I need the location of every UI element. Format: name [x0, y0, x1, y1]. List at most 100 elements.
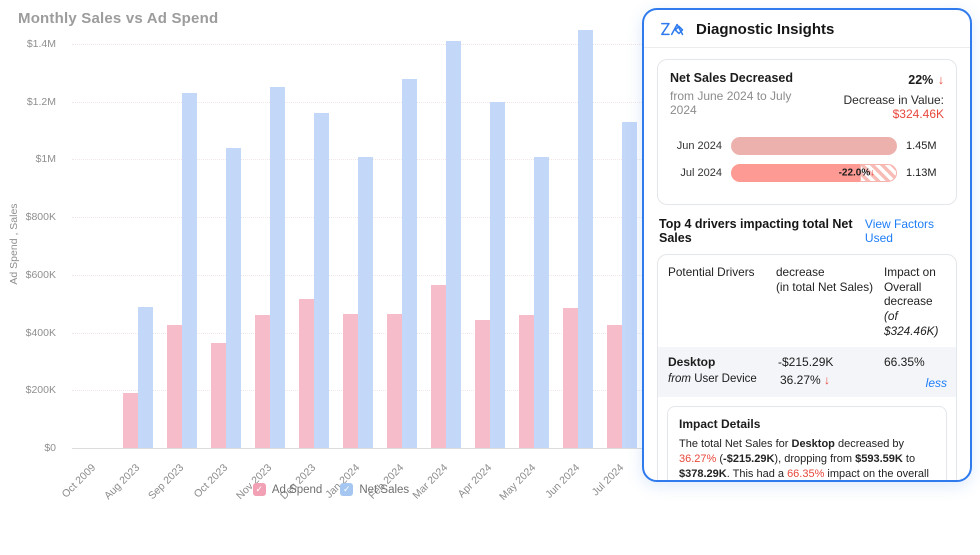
net-sales-bar[interactable] [446, 41, 461, 448]
col-impact: Impact on Overall decrease (of $324.46K) [884, 265, 939, 338]
summary-headline: Net Sales Decreased [670, 71, 793, 85]
y-tick-label: $600K [25, 268, 56, 281]
ad-spend-bar[interactable] [431, 284, 446, 448]
panel-body: Net Sales Decreased from June 2024 to Ju… [644, 48, 970, 481]
bar-group [556, 29, 600, 448]
ad-spend-bar[interactable] [563, 308, 578, 448]
net-sales-bar[interactable] [490, 101, 505, 448]
x-tick-label: May 2024 [497, 461, 539, 503]
driver-row-desktop[interactable]: Desktop from User Device -$215.29K 36.27… [658, 346, 956, 397]
ad-spend-bar[interactable] [343, 313, 358, 448]
net-sales-bar[interactable] [138, 306, 153, 448]
driver-impact-pct: 66.35% [884, 354, 925, 369]
net-sales-bar[interactable] [270, 87, 285, 448]
view-factors-link[interactable]: View Factors Used [864, 217, 935, 245]
impact-details-title: Impact Details [679, 416, 761, 431]
drivers-card: Potential Drivers decrease (in total Net… [657, 254, 957, 481]
month-label: Jun 2024 [676, 140, 722, 152]
y-tick-label: $400K [25, 326, 56, 339]
net-sales-bar[interactable] [534, 156, 549, 448]
bar-group [336, 156, 380, 448]
x-tick-label: Oct 2023 [191, 461, 231, 501]
decrease-value-label: Decrease in Value: [843, 93, 945, 107]
panel-title: Diagnostic Insights [696, 20, 835, 38]
ad-spend-bar[interactable] [475, 319, 490, 448]
driver-decrease-value: -$215.29K [778, 354, 834, 369]
ad-spend-bar[interactable] [299, 299, 314, 448]
decrease-value: $324.46K [892, 107, 944, 121]
x-tick-label: Jul 2024 [589, 461, 627, 499]
net-sales-bar[interactable] [402, 78, 417, 448]
x-tick-label: Oct 2009 [59, 461, 99, 501]
driver-dimension: User Device [694, 372, 757, 385]
y-tick-label: $0 [44, 442, 56, 454]
net-sales-bar[interactable] [226, 147, 241, 448]
y-tick-label: $1.2M [26, 95, 56, 108]
bar-group [116, 306, 160, 448]
col-decrease-line1: decrease [776, 265, 825, 279]
less-link[interactable]: less [925, 375, 947, 390]
x-tick-label: Sep 2023 [145, 461, 187, 503]
legend-label-adspend: Ad Spend [271, 483, 323, 496]
net-sales-bar[interactable] [622, 121, 637, 448]
bar-group [160, 93, 204, 448]
legend-item-adspend[interactable]: ✓ Ad Spend [252, 483, 323, 496]
bar-group [512, 156, 556, 448]
ad-spend-bar[interactable] [167, 325, 182, 448]
x-tick-label: Jan 2024 [323, 461, 363, 501]
net-sales-bar[interactable] [578, 29, 593, 448]
diagnostic-insights-panel: Diagnostic Insights Net Sales Decreased … [642, 8, 972, 482]
month-bar: -22.0%↓ [731, 164, 897, 182]
y-tick-label: $1.4M [26, 38, 56, 50]
impact-details-text: The total Net Sales for Desktop decrease… [679, 437, 929, 481]
chart-legend: ✓ Ad Spend ✓ Net Sales [0, 483, 662, 496]
driver-name: Desktop [668, 354, 716, 369]
x-tick-label: Aug 2023 [101, 461, 143, 503]
x-tick-label: Nov 2023 [233, 461, 275, 503]
driver-from-word: from [668, 372, 691, 385]
y-tick-label: $200K [25, 384, 56, 397]
bar-group [292, 113, 336, 448]
comparison-bar-row: Jun 2024 1.45M [670, 137, 944, 155]
netsales-checkbox-icon[interactable]: ✓ [340, 483, 354, 496]
legend-item-netsales[interactable]: ✓ Net Sales [340, 483, 409, 496]
gridline [72, 101, 644, 103]
impact-details-card: Impact Details The total Net Sales for D… [667, 405, 947, 481]
x-tick-label: Dec 2023 [277, 461, 319, 503]
down-arrow-icon: ↓ [824, 372, 831, 387]
ad-spend-bar[interactable] [607, 325, 622, 448]
y-axis-ticks: $0 $200K $400K $600K $800K $1M $1.2M $1.4M [0, 38, 64, 454]
ad-spend-bar[interactable] [255, 315, 270, 448]
comparison-bar-row: Jul 2024 -22.0%↓ 1.13M [670, 164, 944, 182]
bar-group [468, 101, 512, 448]
x-tick-label: Feb 2024 [366, 461, 407, 502]
plot-area [72, 29, 644, 449]
col-decrease-line2: (in total Net Sales) [776, 279, 874, 294]
delta-percent-label: -22.0%↓ [838, 167, 875, 179]
bar-solid-fill [731, 164, 861, 182]
bars-container [72, 29, 644, 448]
net-sales-bar[interactable] [358, 156, 373, 448]
month-value: 1.45M [906, 140, 937, 152]
x-tick-label: Mar 2024 [410, 461, 451, 502]
month-value: 1.13M [906, 167, 937, 179]
bar-solid-fill [731, 137, 897, 155]
ad-spend-bar[interactable] [519, 315, 534, 448]
adspend-checkbox-icon[interactable]: ✓ [252, 483, 266, 496]
decrease-percent: 22% [908, 73, 934, 87]
net-sales-bar[interactable] [314, 113, 329, 448]
net-sales-bar[interactable] [182, 93, 197, 448]
month-label: Jul 2024 [680, 167, 722, 179]
y-tick-label: $1M [35, 153, 56, 166]
ad-spend-bar[interactable] [211, 342, 226, 448]
net-sales-summary-card: Net Sales Decreased from June 2024 to Ju… [657, 59, 957, 205]
down-arrow-icon: ↓ [937, 73, 944, 87]
ad-spend-bar[interactable] [387, 313, 402, 448]
gridline [72, 44, 644, 45]
bar-group [600, 121, 644, 448]
ad-spend-bar[interactable] [123, 393, 138, 448]
bar-group [424, 41, 468, 448]
x-tick-label: Jun 2024 [543, 461, 583, 501]
sales-vs-adspend-chart: Monthly Sales vs Ad Spend Ad Spend , Sal… [0, 10, 662, 503]
driver-decrease-pct: 36.27% [780, 372, 821, 387]
